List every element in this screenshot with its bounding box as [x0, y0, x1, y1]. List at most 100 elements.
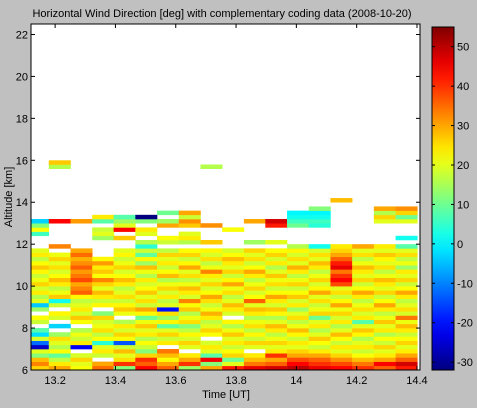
heatmap-cell: [265, 336, 288, 341]
heatmap-cell: [330, 344, 353, 350]
heatmap-cell: [48, 361, 71, 367]
heatmap-cell: [287, 210, 310, 216]
heatmap-cell: [222, 265, 245, 270]
heatmap-cell: [330, 281, 353, 287]
heatmap-cell: [113, 357, 136, 362]
heatmap-cell: [157, 281, 180, 287]
heatmap-cell: [135, 290, 158, 295]
heatmap-cell: [200, 223, 223, 228]
heatmap-cell: [265, 252, 288, 258]
heatmap-cell: [113, 349, 136, 354]
y-tick-label: 16: [16, 155, 28, 167]
heatmap-cell: [48, 286, 71, 291]
y-tick-label: 6: [22, 365, 28, 377]
heatmap-cell: [92, 235, 115, 241]
heatmap-cell: [113, 265, 136, 270]
heatmap-cell: [373, 244, 396, 249]
heatmap-cell: [330, 286, 353, 291]
heatmap-cell: [31, 332, 50, 337]
heatmap-cell: [31, 328, 50, 333]
heatmap-cell: [395, 298, 418, 304]
heatmap-cell: [265, 269, 288, 274]
heatmap-cell: [308, 281, 331, 287]
heatmap-cell: [265, 315, 288, 320]
heatmap-cell: [395, 302, 418, 308]
heatmap-cell: [92, 349, 115, 354]
heatmap-cell: [222, 273, 245, 279]
heatmap-cell: [352, 273, 375, 279]
heatmap-cell: [265, 307, 288, 312]
colorbar-tick-label: 0: [457, 239, 463, 251]
heatmap-cell: [265, 219, 288, 224]
heatmap-cell: [308, 290, 331, 295]
heatmap-cell: [157, 256, 180, 262]
heatmap-cell: [265, 298, 288, 304]
heatmap-cell: [265, 265, 288, 270]
heatmap-cell: [200, 298, 223, 304]
heatmap-cell: [157, 210, 180, 216]
heatmap-cell: [308, 248, 331, 253]
heatmap-cell: [31, 231, 50, 237]
heatmap-cell: [157, 260, 180, 266]
heatmap-cell: [352, 340, 375, 346]
heatmap-cell: [265, 256, 288, 262]
heatmap-cell: [135, 353, 158, 358]
heatmap-cell: [330, 290, 353, 295]
heatmap-cell: [48, 265, 71, 270]
heatmap-cell: [48, 311, 71, 316]
heatmap-cell: [70, 273, 93, 279]
heatmap-cell: [287, 340, 310, 346]
heatmap-cell: [157, 294, 180, 299]
heatmap-cell: [265, 328, 288, 333]
heatmap-cell: [308, 219, 331, 224]
heatmap-cell: [287, 344, 310, 350]
heatmap-cell: [352, 365, 375, 371]
heatmap-cell: [178, 235, 201, 241]
heatmap-cell: [265, 311, 288, 316]
heatmap-cell: [70, 298, 93, 304]
heatmap-cell: [70, 344, 93, 350]
heatmap-cell: [31, 361, 50, 367]
heatmap-cell: [157, 290, 180, 295]
heatmap-cell: [157, 328, 180, 333]
heatmap-cell: [92, 361, 115, 367]
x-axis: 13.2 13.4 13.6 13.8 14 14.2 14.4: [44, 24, 428, 387]
heatmap-cell: [178, 210, 201, 216]
colorbar-tick-label: 30: [457, 121, 469, 133]
heatmap-cell: [113, 294, 136, 299]
heatmap-cell: [330, 277, 353, 283]
colorbar-tick-label: -20: [457, 318, 473, 330]
heatmap-cell: [31, 269, 50, 274]
heatmap-cell: [113, 307, 136, 312]
heatmap-cell: [243, 286, 266, 291]
heatmap-cell: [113, 252, 136, 258]
heatmap-cell: [395, 252, 418, 258]
heatmap-cell: [395, 336, 418, 341]
heatmap-cell: [308, 365, 331, 371]
heatmap-cell: [243, 361, 266, 367]
heatmap-cell: [178, 340, 201, 346]
heatmap-cell: [70, 319, 93, 325]
heatmap-cell: [222, 361, 245, 367]
heatmap-cell: [178, 260, 201, 266]
heatmap-cell: [373, 307, 396, 312]
heatmap-cell: [70, 290, 93, 295]
heatmap-cell: [222, 294, 245, 299]
heatmap-cell: [243, 332, 266, 337]
heatmap-cell: [287, 311, 310, 316]
heatmap-cells: [31, 160, 418, 371]
heatmap-cell: [157, 315, 180, 320]
heatmap-cell: [178, 231, 201, 237]
heatmap-cell: [200, 349, 223, 354]
y-tick-label: 20: [16, 71, 28, 83]
heatmap-cell: [330, 315, 353, 320]
heatmap-cell: [178, 219, 201, 224]
heatmap-cell: [178, 273, 201, 279]
heatmap-cell: [92, 323, 115, 329]
heatmap-cell: [330, 319, 353, 325]
heatmap-cell: [200, 256, 223, 262]
heatmap-cell: [31, 281, 50, 287]
heatmap-cell: [395, 344, 418, 350]
heatmap-cell: [48, 353, 71, 358]
heatmap-cell: [308, 265, 331, 270]
